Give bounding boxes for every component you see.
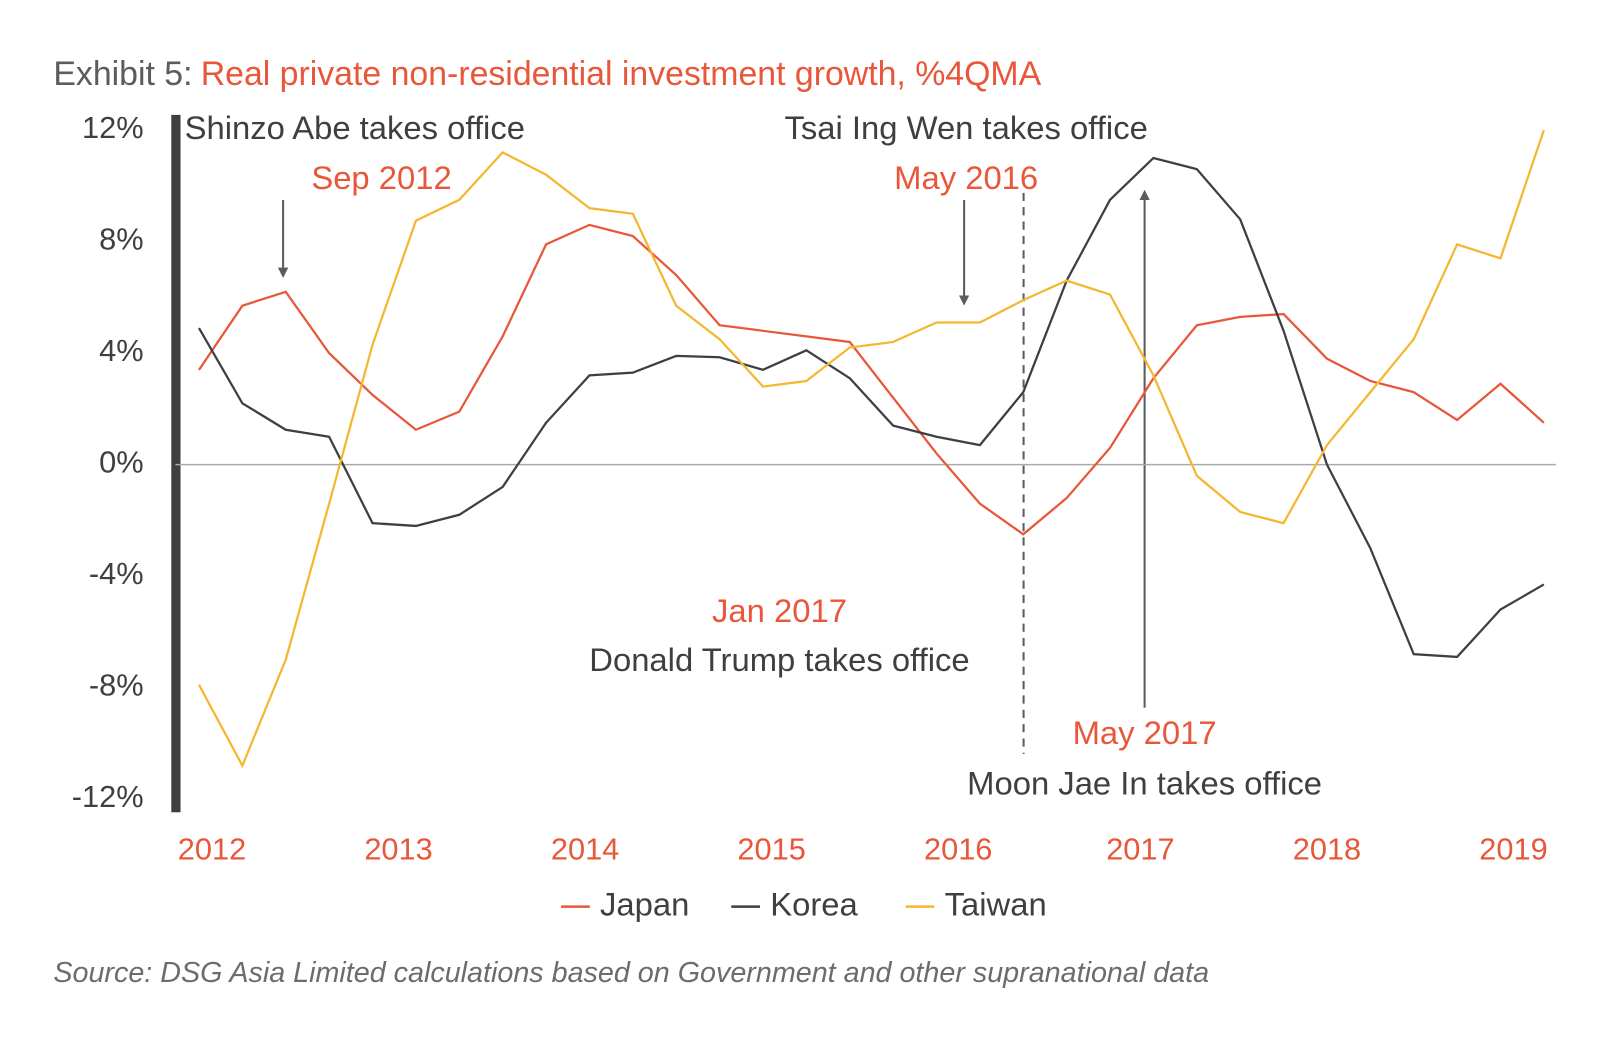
series-line: [198, 223, 1545, 536]
title-main: Real private non-residential investment …: [201, 55, 1042, 93]
chart-title: Exhibit 5: Real private non-residential i…: [53, 55, 1041, 93]
title-prefix: Exhibit 5:: [53, 55, 192, 93]
x-tick-label: 2019: [1479, 831, 1547, 866]
annotation: Shinzo Abe takes office: [185, 109, 525, 146]
source: Source: DSG Asia Limited calculations ba…: [53, 957, 1209, 989]
x-tick-label: 2017: [1106, 831, 1174, 866]
y-tick-label: 4%: [99, 333, 143, 368]
x-tick-label: 2015: [737, 831, 805, 866]
y-tick-label: 8%: [99, 222, 143, 257]
annotation: Jan 2017: [712, 592, 847, 629]
y-tick-label: 0%: [99, 445, 143, 480]
legend-label: Taiwan: [945, 885, 1047, 922]
y-tick-label: 12%: [82, 110, 144, 145]
abe-marker: [171, 114, 181, 813]
legend-label: Korea: [770, 885, 858, 922]
annotation: May 2016: [894, 159, 1038, 196]
x-tick-label: 2018: [1293, 831, 1361, 866]
annotation: Donald Trump takes office: [589, 641, 969, 678]
legend-label: Japan: [600, 885, 689, 922]
x-tick-label: 2016: [924, 831, 992, 866]
y-tick-label: -4%: [89, 556, 144, 591]
x-tick-label: 2012: [178, 831, 246, 866]
annotation: Tsai Ing Wen takes office: [784, 109, 1147, 146]
series-line: [198, 156, 1545, 659]
annotation: May 2017: [1073, 714, 1217, 751]
annotation: Moon Jae In takes office: [967, 764, 1322, 801]
x-tick-label: 2014: [551, 831, 619, 866]
series-line: [197, 129, 1545, 769]
x-tick-label: 2013: [364, 831, 432, 866]
y-tick-label: -8%: [89, 668, 144, 703]
y-tick-label: -12%: [72, 779, 144, 814]
annotation: Sep 2012: [311, 159, 451, 196]
